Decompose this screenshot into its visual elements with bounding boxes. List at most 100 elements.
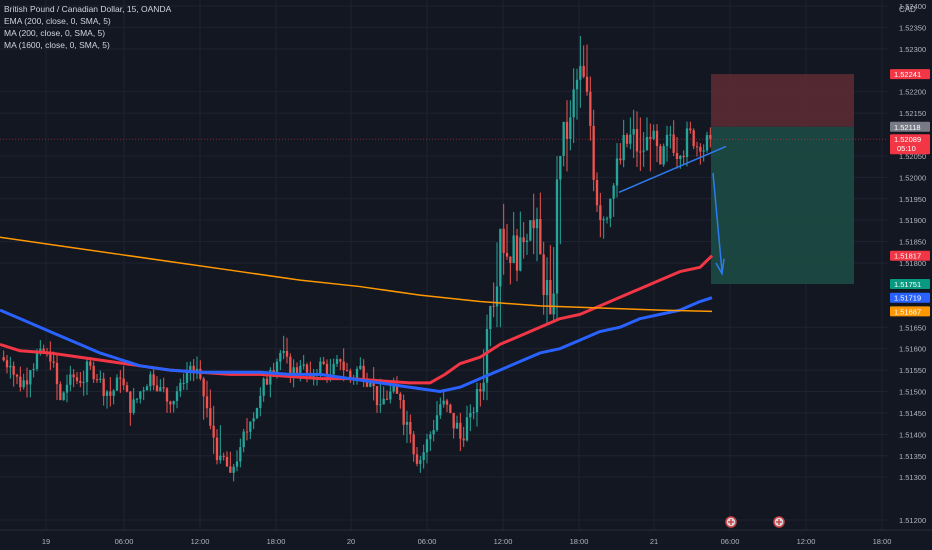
candle-body: [482, 382, 485, 392]
legend-symbol[interactable]: British Pound / Canadian Dollar, 15, OAN…: [4, 4, 172, 14]
candle-body: [402, 400, 405, 425]
candle-body: [215, 437, 219, 461]
price-tick-label: 1.52400: [899, 2, 926, 11]
candle-body: [655, 130, 659, 147]
candle-series: [2, 35, 712, 482]
candle-body: [139, 391, 142, 399]
price-tick-label: 1.52150: [899, 109, 926, 118]
candle-body: [642, 150, 645, 152]
candle-body: [499, 228, 502, 287]
legend-ma1600[interactable]: MA (1600, close, 0, SMA, 5): [4, 40, 110, 50]
candle-body: [279, 352, 282, 362]
price-tag-label: 1.51751: [894, 280, 921, 289]
candle-body: [609, 198, 612, 219]
candle-body: [29, 370, 32, 385]
candle-body: [235, 461, 239, 467]
candle-body: [79, 380, 82, 383]
candle-body: [52, 361, 55, 363]
price-axis[interactable]: 1.52400 1.52350 1.52300 1.52200 1.52150 1.520…: [888, 0, 932, 530]
legend-ema[interactable]: EMA (200, close, 0, SMA, 5): [4, 16, 111, 26]
candle-body: [85, 361, 89, 383]
candle-body: [652, 130, 655, 139]
down-arrow-line[interactable]: [712, 172, 723, 272]
candle-body: [512, 235, 515, 263]
candle-body: [382, 398, 385, 405]
candle-body: [675, 152, 679, 159]
trend-line[interactable]: [618, 145, 727, 194]
candle-body: [412, 434, 415, 455]
candle-body: [5, 360, 9, 368]
candle-body: [349, 370, 352, 379]
price-tick-label: 1.51900: [899, 216, 926, 225]
candle-body: [399, 393, 402, 401]
candle-body: [449, 404, 452, 413]
price-tick-label: 1.51500: [899, 388, 926, 397]
candle-body: [502, 228, 505, 253]
arrow-head-icon: [715, 258, 725, 277]
price-tag-countdown: 05:10: [897, 144, 916, 153]
candle-body: [132, 399, 135, 413]
price-tag-bg: [890, 134, 930, 155]
candle-body: [359, 365, 362, 369]
candle-body: [465, 417, 469, 441]
candle-body: [152, 374, 155, 386]
candle-body: [245, 431, 249, 433]
candle-body: [555, 179, 559, 294]
legend-ma200[interactable]: MA (200, close, 0, SMA, 5): [4, 28, 106, 38]
candle-body: [705, 135, 709, 151]
candle-body: [665, 134, 669, 147]
candle-body: [529, 220, 532, 241]
price-tag-bg: [890, 278, 930, 289]
candle-body: [559, 155, 562, 180]
candle-body: [295, 367, 299, 373]
candle-body: [505, 252, 509, 257]
candle-body: [135, 398, 139, 400]
time-axis[interactable]: 19 06:00 12:00 18:00 20 06:00 12:00 18:00 21 06:0…: [0, 529, 932, 546]
candle-body: [602, 219, 605, 221]
price-tick-label: 1.51650: [899, 323, 926, 332]
candle-body: [95, 379, 99, 381]
candle-body: [62, 392, 65, 401]
indicator-lines: [0, 236, 714, 393]
candle-body: [242, 431, 245, 448]
candle-body: [225, 456, 229, 467]
candle-body: [395, 385, 399, 394]
candle-body: [452, 412, 455, 429]
candle-body: [65, 384, 69, 393]
candle-body: [19, 376, 22, 388]
price-tick-label: 1.52200: [899, 88, 926, 97]
candle-body: [582, 65, 585, 77]
candle-body: [55, 362, 59, 385]
candle-body: [285, 350, 289, 357]
candle-body: [425, 439, 429, 453]
candle-body: [292, 367, 295, 375]
candle-body: [239, 447, 242, 462]
candle-body: [695, 146, 699, 148]
candle-body: [125, 385, 129, 392]
candle-body: [595, 179, 599, 206]
position-zones[interactable]: [0, 74, 888, 284]
candle-body: [325, 363, 329, 377]
candle-body: [605, 218, 609, 220]
candle-body: [259, 395, 262, 408]
candle-body: [2, 357, 5, 361]
time-tick-label: 18:00: [267, 537, 286, 546]
price-tag-bg: [890, 69, 930, 80]
price-tag-bg: [890, 306, 930, 317]
take-profit-zone[interactable]: [711, 126, 854, 284]
stop-loss-zone[interactable]: [711, 74, 854, 127]
candle-body: [459, 422, 462, 439]
candle-body: [419, 460, 422, 464]
candle-body: [365, 381, 369, 387]
event-markers[interactable]: [725, 516, 785, 528]
candle-body: [495, 286, 499, 307]
candle-body: [195, 368, 199, 372]
candle-body: [372, 382, 375, 387]
candle-body: [455, 422, 459, 429]
candle-body: [252, 418, 255, 422]
drawing-tools[interactable]: [618, 145, 727, 277]
ema-200-line: [0, 254, 714, 385]
